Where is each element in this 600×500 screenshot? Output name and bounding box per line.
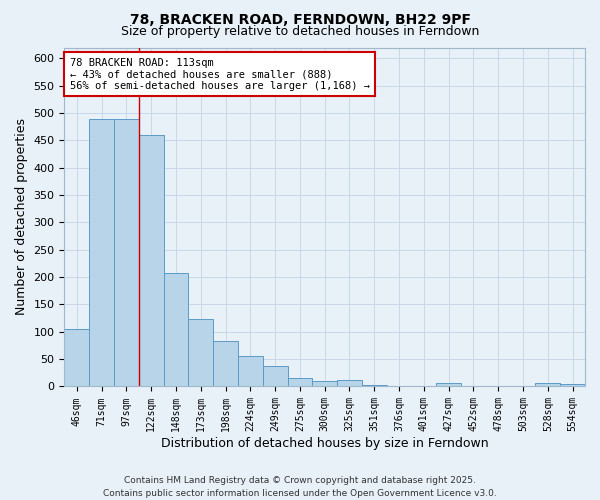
Bar [114, 118, 139, 386]
Text: Size of property relative to detached houses in Ferndown: Size of property relative to detached ho… [121, 25, 479, 38]
Y-axis label: Number of detached properties: Number of detached properties [15, 118, 28, 316]
Text: 78 BRACKEN ROAD: 113sqm
← 43% of detached houses are smaller (888)
56% of semi-d: 78 BRACKEN ROAD: 113sqm ← 43% of detache… [70, 58, 370, 91]
Bar [64, 329, 89, 386]
Bar [535, 383, 560, 386]
Text: 78, BRACKEN ROAD, FERNDOWN, BH22 9PF: 78, BRACKEN ROAD, FERNDOWN, BH22 9PF [130, 12, 470, 26]
Bar [313, 381, 337, 386]
Bar [337, 380, 362, 386]
X-axis label: Distribution of detached houses by size in Ferndown: Distribution of detached houses by size … [161, 437, 488, 450]
Bar [287, 378, 313, 386]
Bar [436, 382, 461, 386]
Bar [139, 135, 164, 386]
Bar [238, 356, 263, 386]
Bar [213, 340, 238, 386]
Bar [89, 118, 114, 386]
Text: Contains HM Land Registry data © Crown copyright and database right 2025.
Contai: Contains HM Land Registry data © Crown c… [103, 476, 497, 498]
Bar [164, 274, 188, 386]
Bar [263, 366, 287, 386]
Bar [188, 318, 213, 386]
Bar [560, 384, 585, 386]
